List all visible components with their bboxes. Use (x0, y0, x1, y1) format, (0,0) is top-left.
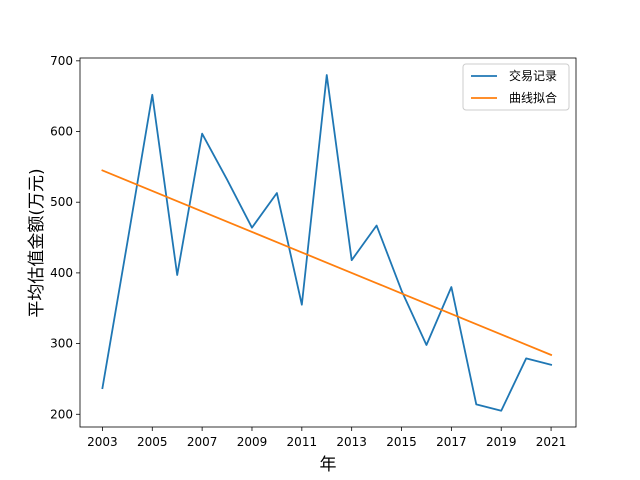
y-tick-label: 300 (50, 337, 73, 351)
x-tick-label: 2017 (436, 435, 467, 449)
plot-area-frame (79, 57, 577, 428)
x-axis-label: 年 (320, 455, 337, 475)
x-tick-label: 2007 (187, 435, 218, 449)
x-tick-label: 2013 (336, 435, 367, 449)
legend: 交易记录 曲线拟合 (462, 63, 570, 111)
x-tick-label: 2021 (536, 435, 567, 449)
x-tick-label: 2003 (87, 435, 118, 449)
x-tick-label: 2011 (287, 435, 318, 449)
x-tick-label: 2009 (237, 435, 268, 449)
y-axis-label: 平均估值金额(万元) (27, 168, 47, 317)
series-line-0 (101, 74, 553, 412)
y-axis: 200 300 400 500 600 700 (50, 54, 80, 421)
plot-series-group (101, 74, 553, 412)
y-tick-label: 700 (50, 54, 73, 68)
x-tick-label: 2019 (486, 435, 517, 449)
series-line-1 (101, 169, 553, 357)
x-tick-label: 2005 (137, 435, 168, 449)
x-axis: 2003 2005 2007 2009 2011 2013 2015 2017 2019 2021 (87, 427, 566, 449)
y-tick-label: 600 (50, 125, 73, 139)
y-tick-label: 200 (50, 407, 73, 421)
y-tick-label: 400 (50, 266, 73, 280)
y-tick-label: 500 (50, 195, 73, 209)
x-tick-label: 2015 (386, 435, 417, 449)
legend-label-trade-records: 交易记录 (509, 68, 557, 83)
legend-label-curve-fit: 曲线拟合 (509, 90, 557, 105)
